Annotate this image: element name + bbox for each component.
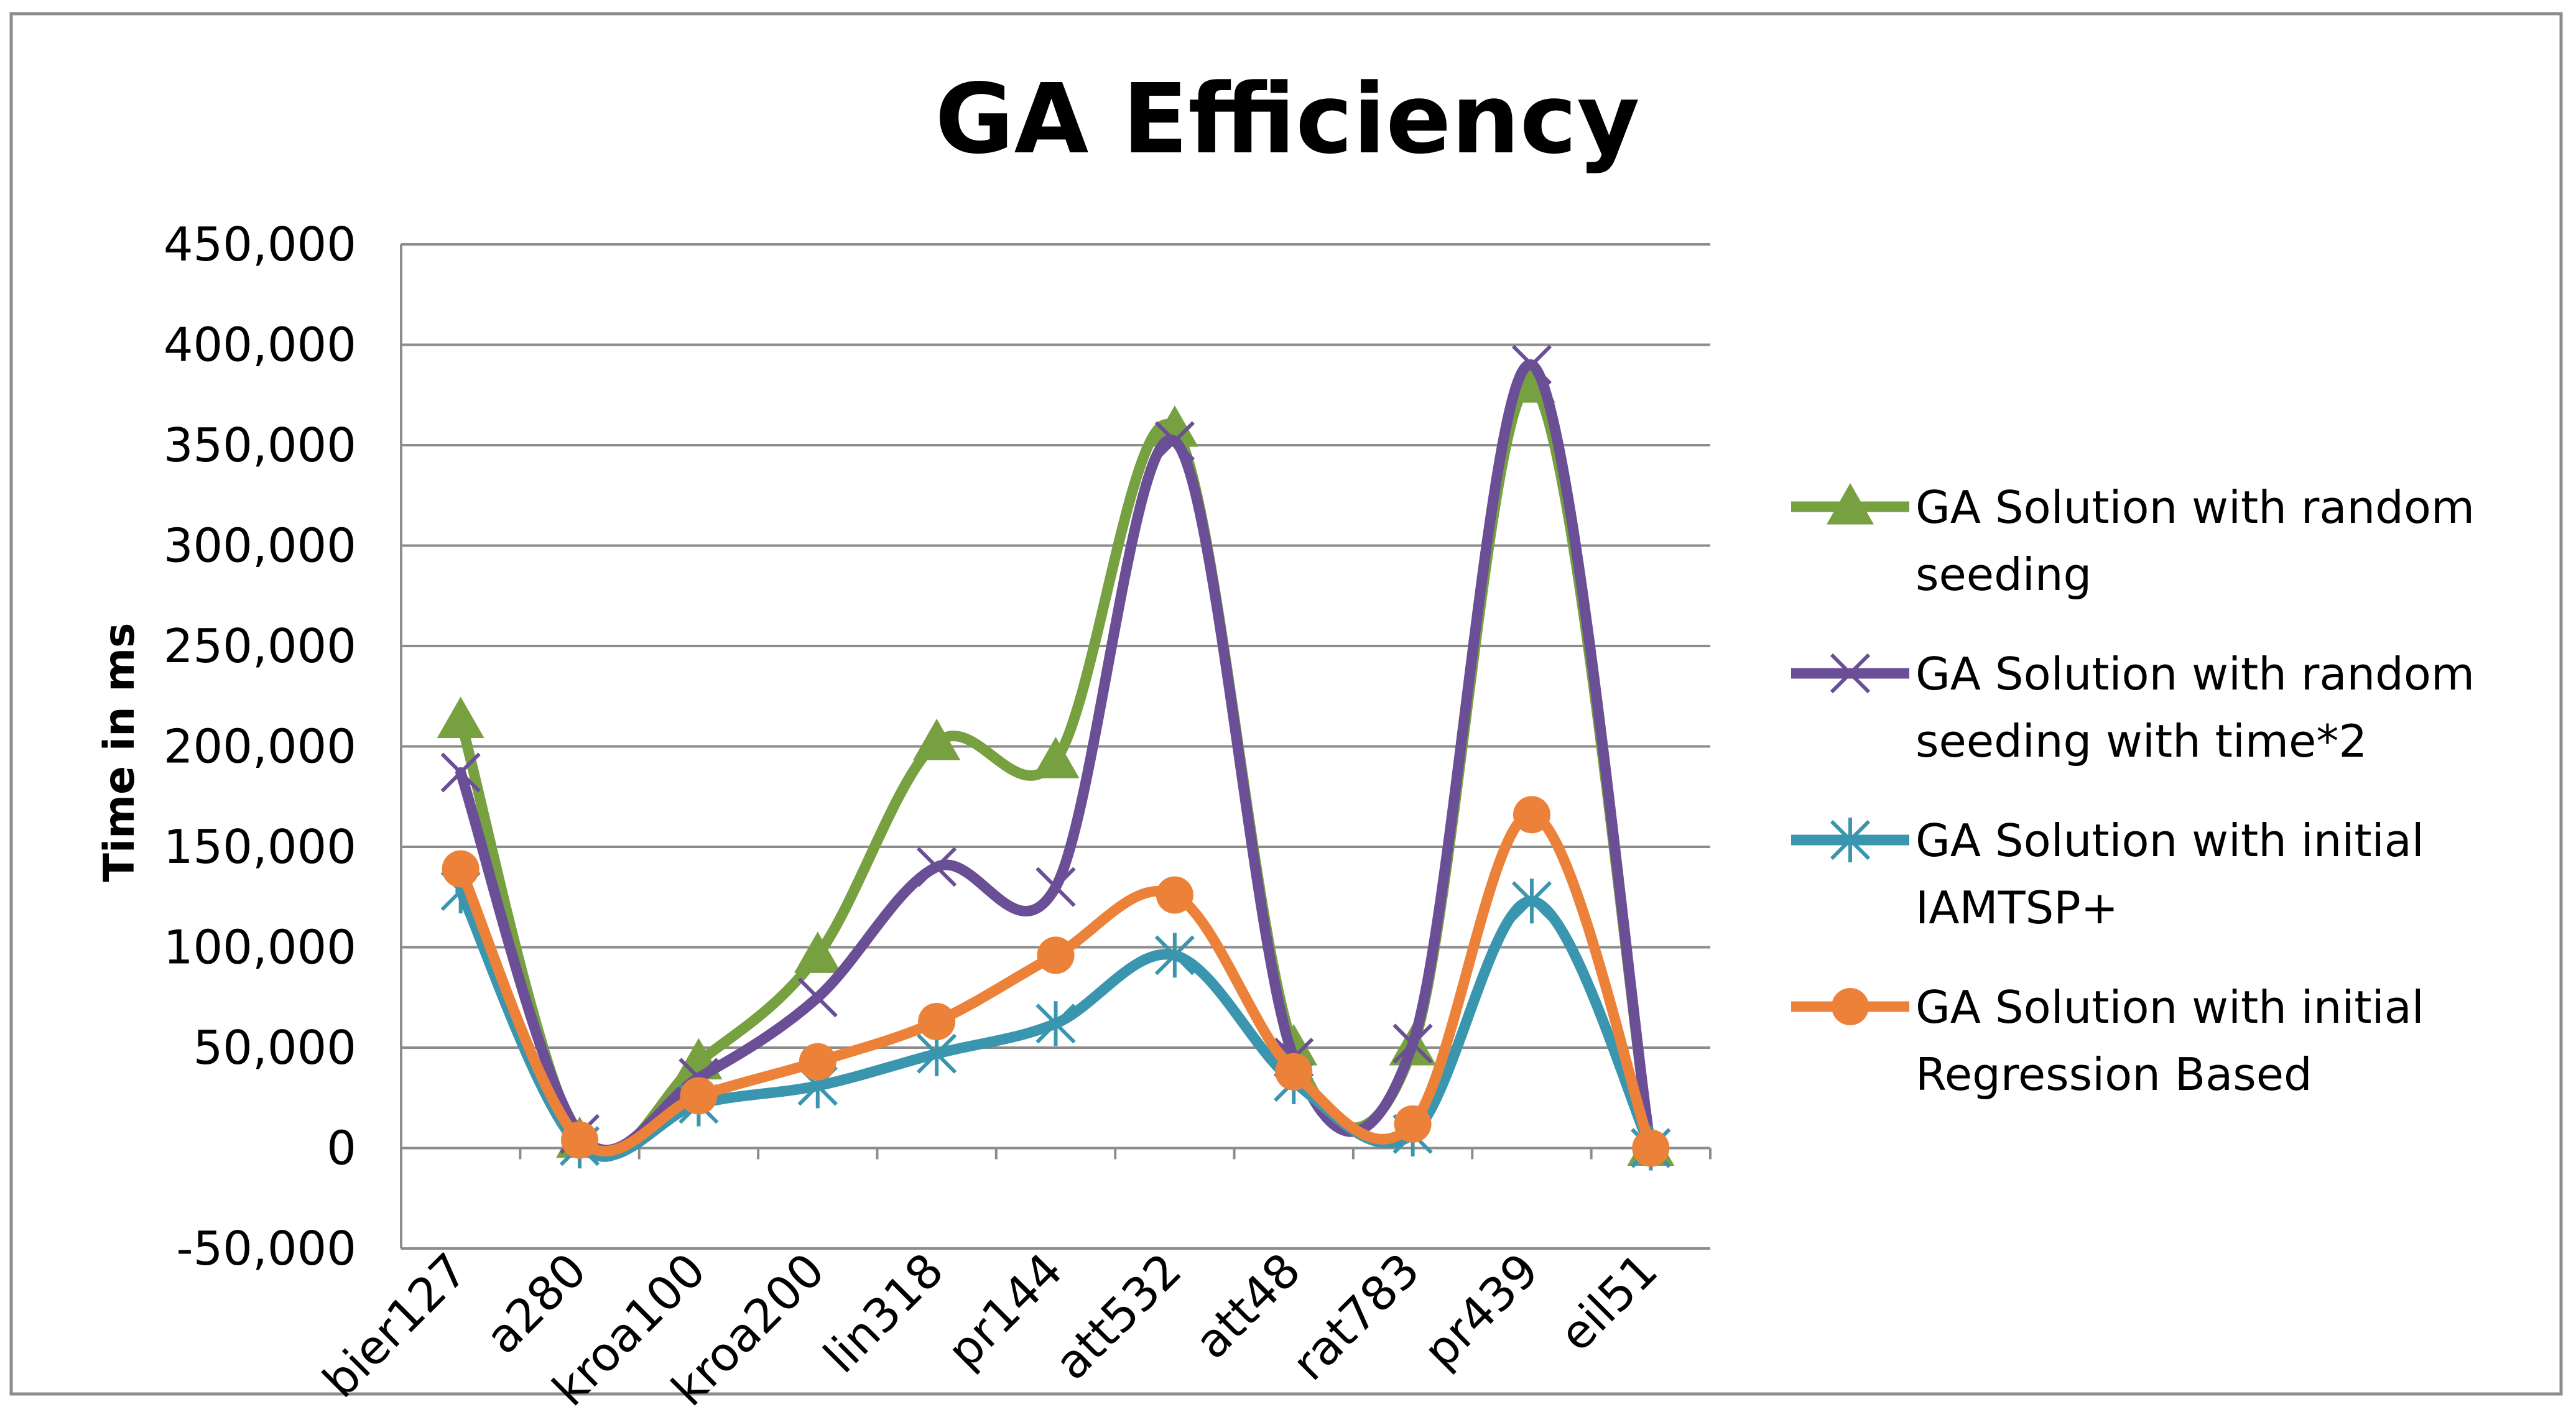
y-tick-label: 150,000 bbox=[164, 819, 356, 874]
data-point bbox=[561, 1121, 599, 1159]
data-point bbox=[680, 1077, 718, 1115]
legend-label: GA Solution with initial bbox=[1916, 814, 2424, 867]
y-tick-label: 450,000 bbox=[164, 217, 356, 272]
chart-border bbox=[9, 12, 2563, 1396]
data-point bbox=[1392, 1023, 1433, 1064]
chart-title: GA Efficiency bbox=[935, 63, 1639, 175]
data-point bbox=[1511, 344, 1552, 385]
y-tick-label: 300,000 bbox=[164, 519, 356, 573]
data-point bbox=[1513, 796, 1550, 834]
y-tick-labels: -50,000 0 50,000 100,000 150,000 200,000 250,0… bbox=[164, 217, 356, 1276]
data-point bbox=[1394, 1105, 1432, 1143]
data-point bbox=[1151, 405, 1198, 447]
data-point bbox=[1154, 933, 1195, 978]
y-tick-label: 350,000 bbox=[164, 418, 356, 473]
data-point bbox=[1037, 936, 1075, 974]
legend-item-4: GA Solution with initial Regression Based bbox=[1791, 981, 2424, 1101]
data-point bbox=[1032, 737, 1080, 778]
data-point bbox=[799, 1043, 836, 1081]
legend-label: seeding bbox=[1916, 548, 2092, 601]
data-point bbox=[1511, 879, 1552, 924]
legend-label: seeding with time*2 bbox=[1916, 715, 2367, 767]
y-tick-label: 100,000 bbox=[164, 920, 356, 975]
legend-marker bbox=[1830, 818, 1871, 862]
data-point bbox=[917, 847, 957, 887]
data-point bbox=[437, 696, 484, 739]
legend-label: IAMTSP+ bbox=[1916, 882, 2118, 934]
legend-marker bbox=[1832, 988, 1869, 1025]
data-point bbox=[1632, 1129, 1670, 1167]
legend-item-2: GA Solution with random seeding with time… bbox=[1791, 648, 2475, 767]
data-point bbox=[797, 977, 838, 1018]
data-point bbox=[442, 850, 480, 888]
legend-label: GA Solution with initial bbox=[1916, 981, 2424, 1033]
y-tick-label: 400,000 bbox=[164, 318, 356, 372]
legend-item-3: GA Solution with initial IAMTSP+ bbox=[1791, 814, 2424, 934]
data-point bbox=[794, 931, 841, 973]
data-point bbox=[1154, 421, 1195, 461]
data-point bbox=[440, 752, 481, 793]
data-point bbox=[1035, 867, 1076, 907]
legend-marker bbox=[1830, 653, 1871, 694]
y-tick-label: 200,000 bbox=[164, 719, 356, 774]
y-tick-label: -50,000 bbox=[177, 1221, 357, 1276]
data-point bbox=[1035, 1001, 1076, 1046]
y-tick-label: 50,000 bbox=[193, 1020, 356, 1075]
data-point bbox=[918, 1003, 956, 1041]
legend-marker bbox=[1827, 483, 1874, 525]
y-tick-label: 250,000 bbox=[164, 619, 356, 673]
legend-label: GA Solution with random bbox=[1916, 648, 2475, 700]
data-point bbox=[1275, 1053, 1313, 1091]
legend-label: Regression Based bbox=[1916, 1048, 2312, 1101]
y-axis-label: Time in ms bbox=[95, 622, 144, 882]
legend-item-1: GA Solution with random seeding bbox=[1791, 481, 2475, 601]
y-tick-label: 0 bbox=[327, 1121, 356, 1176]
data-point bbox=[913, 719, 961, 760]
series-lines bbox=[437, 344, 1675, 1171]
legend-label: GA Solution with random bbox=[1916, 481, 2475, 533]
series-line-4 bbox=[455, 809, 1656, 1156]
data-point bbox=[1156, 876, 1193, 914]
